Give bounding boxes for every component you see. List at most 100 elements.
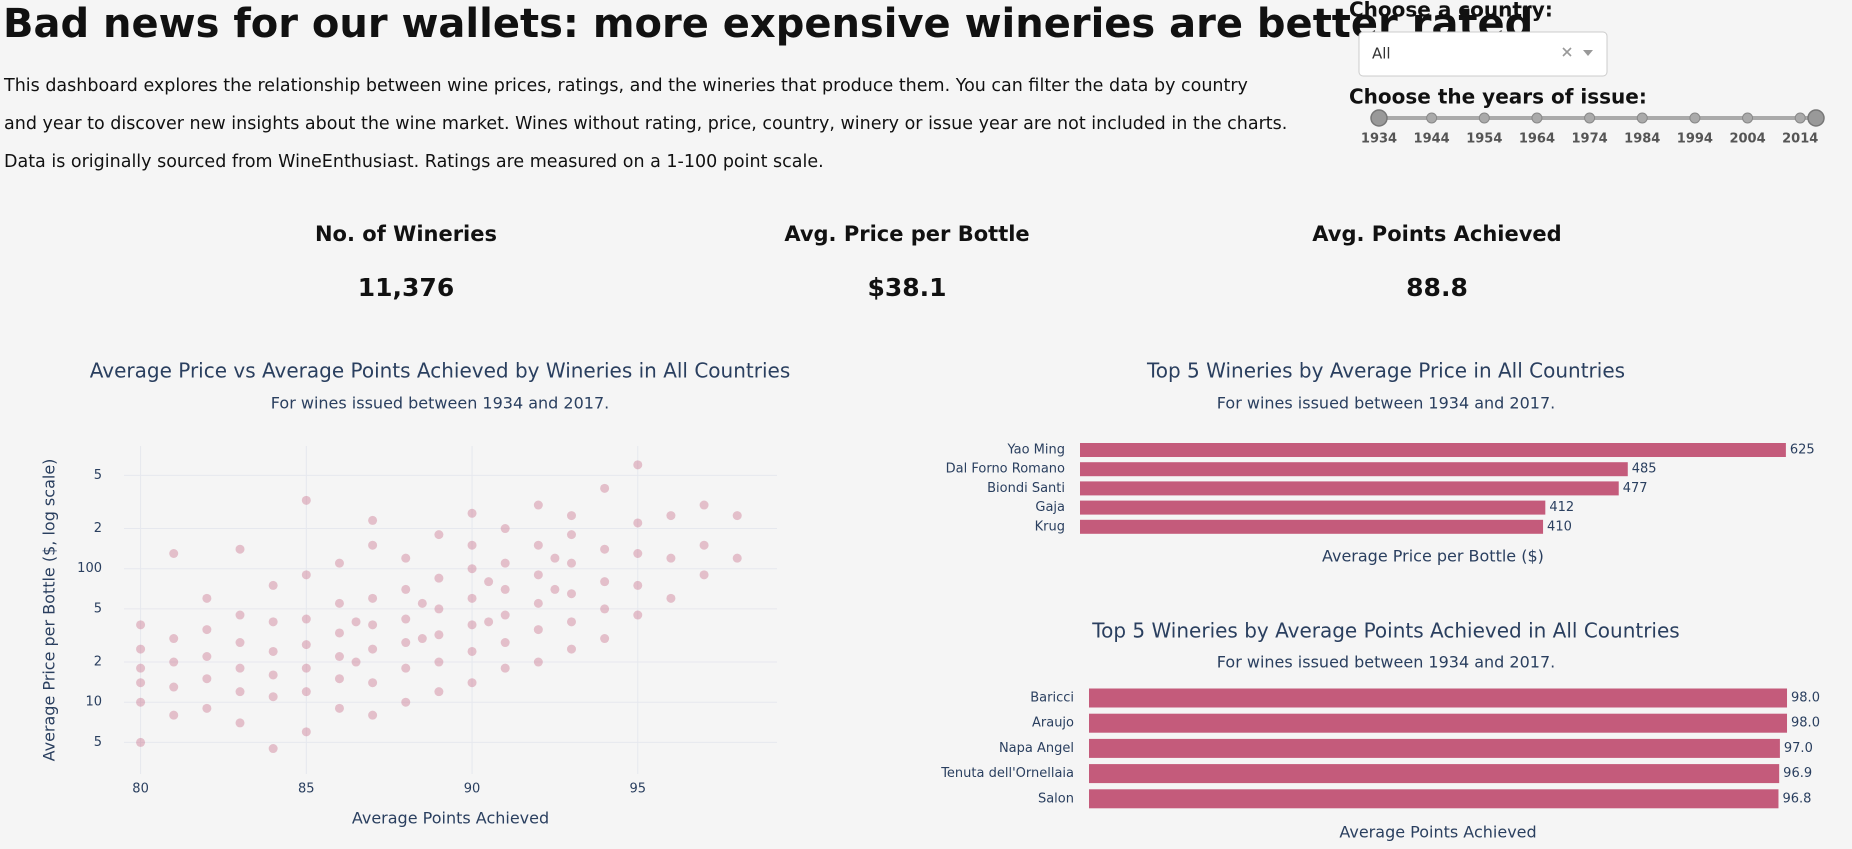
scatter-point[interactable] xyxy=(533,625,543,635)
scatter-point[interactable] xyxy=(484,577,494,587)
scatter-point[interactable] xyxy=(633,580,643,590)
scatter-point[interactable] xyxy=(550,584,560,594)
scatter-point[interactable] xyxy=(500,584,510,594)
bar[interactable] xyxy=(1080,462,1628,477)
bar[interactable] xyxy=(1089,688,1788,708)
scatter-point[interactable] xyxy=(633,518,643,528)
scatter-point[interactable] xyxy=(533,657,543,667)
scatter-point[interactable] xyxy=(434,604,444,614)
scatter-point[interactable] xyxy=(600,577,610,587)
scatter-point[interactable] xyxy=(235,610,245,620)
scatter-point[interactable] xyxy=(368,644,378,654)
scatter-point[interactable] xyxy=(169,710,179,720)
scatter-point[interactable] xyxy=(417,598,427,608)
scatter-point[interactable] xyxy=(268,646,278,656)
scatter-point[interactable] xyxy=(136,663,146,673)
scatter-point[interactable] xyxy=(401,584,411,594)
scatter-point[interactable] xyxy=(235,718,245,728)
scatter-point[interactable] xyxy=(434,573,444,583)
dropdown-arrow[interactable] xyxy=(1583,50,1593,56)
scatter-point[interactable] xyxy=(202,625,212,635)
scatter-point[interactable] xyxy=(268,617,278,627)
scatter-point[interactable] xyxy=(666,511,676,521)
scatter-point[interactable] xyxy=(368,678,378,688)
scatter-point[interactable] xyxy=(467,593,477,603)
scatter-point[interactable] xyxy=(566,530,576,540)
scatter-point[interactable] xyxy=(600,483,610,493)
scatter-point[interactable] xyxy=(235,687,245,697)
scatter-point[interactable] xyxy=(202,674,212,684)
scatter-point[interactable] xyxy=(566,644,576,654)
scatter-point[interactable] xyxy=(600,634,610,644)
scatter-point[interactable] xyxy=(351,617,361,627)
scatter-point[interactable] xyxy=(169,657,179,667)
scatter-point[interactable] xyxy=(301,687,311,697)
scatter-point[interactable] xyxy=(334,558,344,568)
scatter-point[interactable] xyxy=(136,697,146,707)
bar[interactable] xyxy=(1080,443,1786,457)
dropdown-box[interactable] xyxy=(1358,31,1608,77)
scatter-point[interactable] xyxy=(467,646,477,656)
scatter-point[interactable] xyxy=(401,697,411,707)
scatter-point[interactable] xyxy=(732,511,742,521)
scatter-point[interactable] xyxy=(633,460,643,470)
scatter-point[interactable] xyxy=(136,644,146,654)
scatter-point[interactable] xyxy=(301,663,311,673)
slider-handle[interactable] xyxy=(1807,109,1825,127)
bar[interactable] xyxy=(1089,713,1788,733)
scatter-point[interactable] xyxy=(202,593,212,603)
scatter-point[interactable] xyxy=(235,663,245,673)
scatter-point[interactable] xyxy=(600,544,610,554)
scatter-point[interactable] xyxy=(136,737,146,747)
scatter-point[interactable] xyxy=(235,544,245,554)
clear-icon[interactable] xyxy=(1562,47,1572,57)
scatter-point[interactable] xyxy=(235,638,245,648)
scatter-point[interactable] xyxy=(301,570,311,580)
scatter-point[interactable] xyxy=(401,553,411,563)
scatter-point[interactable] xyxy=(169,682,179,692)
scatter-point[interactable] xyxy=(484,617,494,627)
scatter-point[interactable] xyxy=(334,703,344,713)
scatter-point[interactable] xyxy=(401,614,411,624)
scatter-point[interactable] xyxy=(566,511,576,521)
scatter-point[interactable] xyxy=(334,674,344,684)
scatter-point[interactable] xyxy=(467,564,477,574)
scatter-point[interactable] xyxy=(169,548,179,558)
bar[interactable] xyxy=(1080,500,1546,515)
scatter-point[interactable] xyxy=(434,630,444,640)
scatter-point[interactable] xyxy=(368,620,378,630)
scatter-point[interactable] xyxy=(467,620,477,630)
scatter-point[interactable] xyxy=(566,617,576,627)
scatter-point[interactable] xyxy=(666,553,676,563)
scatter-point[interactable] xyxy=(268,580,278,590)
scatter-point[interactable] xyxy=(566,558,576,568)
scatter-point[interactable] xyxy=(417,634,427,644)
scatter-point[interactable] xyxy=(368,710,378,720)
scatter-point[interactable] xyxy=(467,508,477,518)
scatter-point[interactable] xyxy=(500,558,510,568)
scatter-point[interactable] xyxy=(633,548,643,558)
scatter-point[interactable] xyxy=(434,687,444,697)
scatter-point[interactable] xyxy=(666,593,676,603)
scatter-point[interactable] xyxy=(467,540,477,550)
scatter-point[interactable] xyxy=(550,553,560,563)
scatter-point[interactable] xyxy=(169,634,179,644)
scatter-point[interactable] xyxy=(334,628,344,638)
scatter-point[interactable] xyxy=(401,663,411,673)
slider-handle[interactable] xyxy=(1370,109,1388,127)
scatter-point[interactable] xyxy=(202,652,212,662)
bar[interactable] xyxy=(1089,738,1780,758)
bar[interactable] xyxy=(1089,789,1779,809)
scatter-point[interactable] xyxy=(699,500,709,510)
scatter-point[interactable] xyxy=(600,604,610,614)
scatter-point[interactable] xyxy=(500,638,510,648)
scatter-point[interactable] xyxy=(368,515,378,525)
scatter-point[interactable] xyxy=(467,678,477,688)
bar[interactable] xyxy=(1089,764,1780,784)
scatter-point[interactable] xyxy=(434,530,444,540)
scatter-point[interactable] xyxy=(633,610,643,620)
scatter-point[interactable] xyxy=(301,640,311,650)
country-dropdown[interactable]: All xyxy=(1358,31,1608,77)
scatter-point[interactable] xyxy=(202,703,212,713)
bar[interactable] xyxy=(1080,519,1544,534)
